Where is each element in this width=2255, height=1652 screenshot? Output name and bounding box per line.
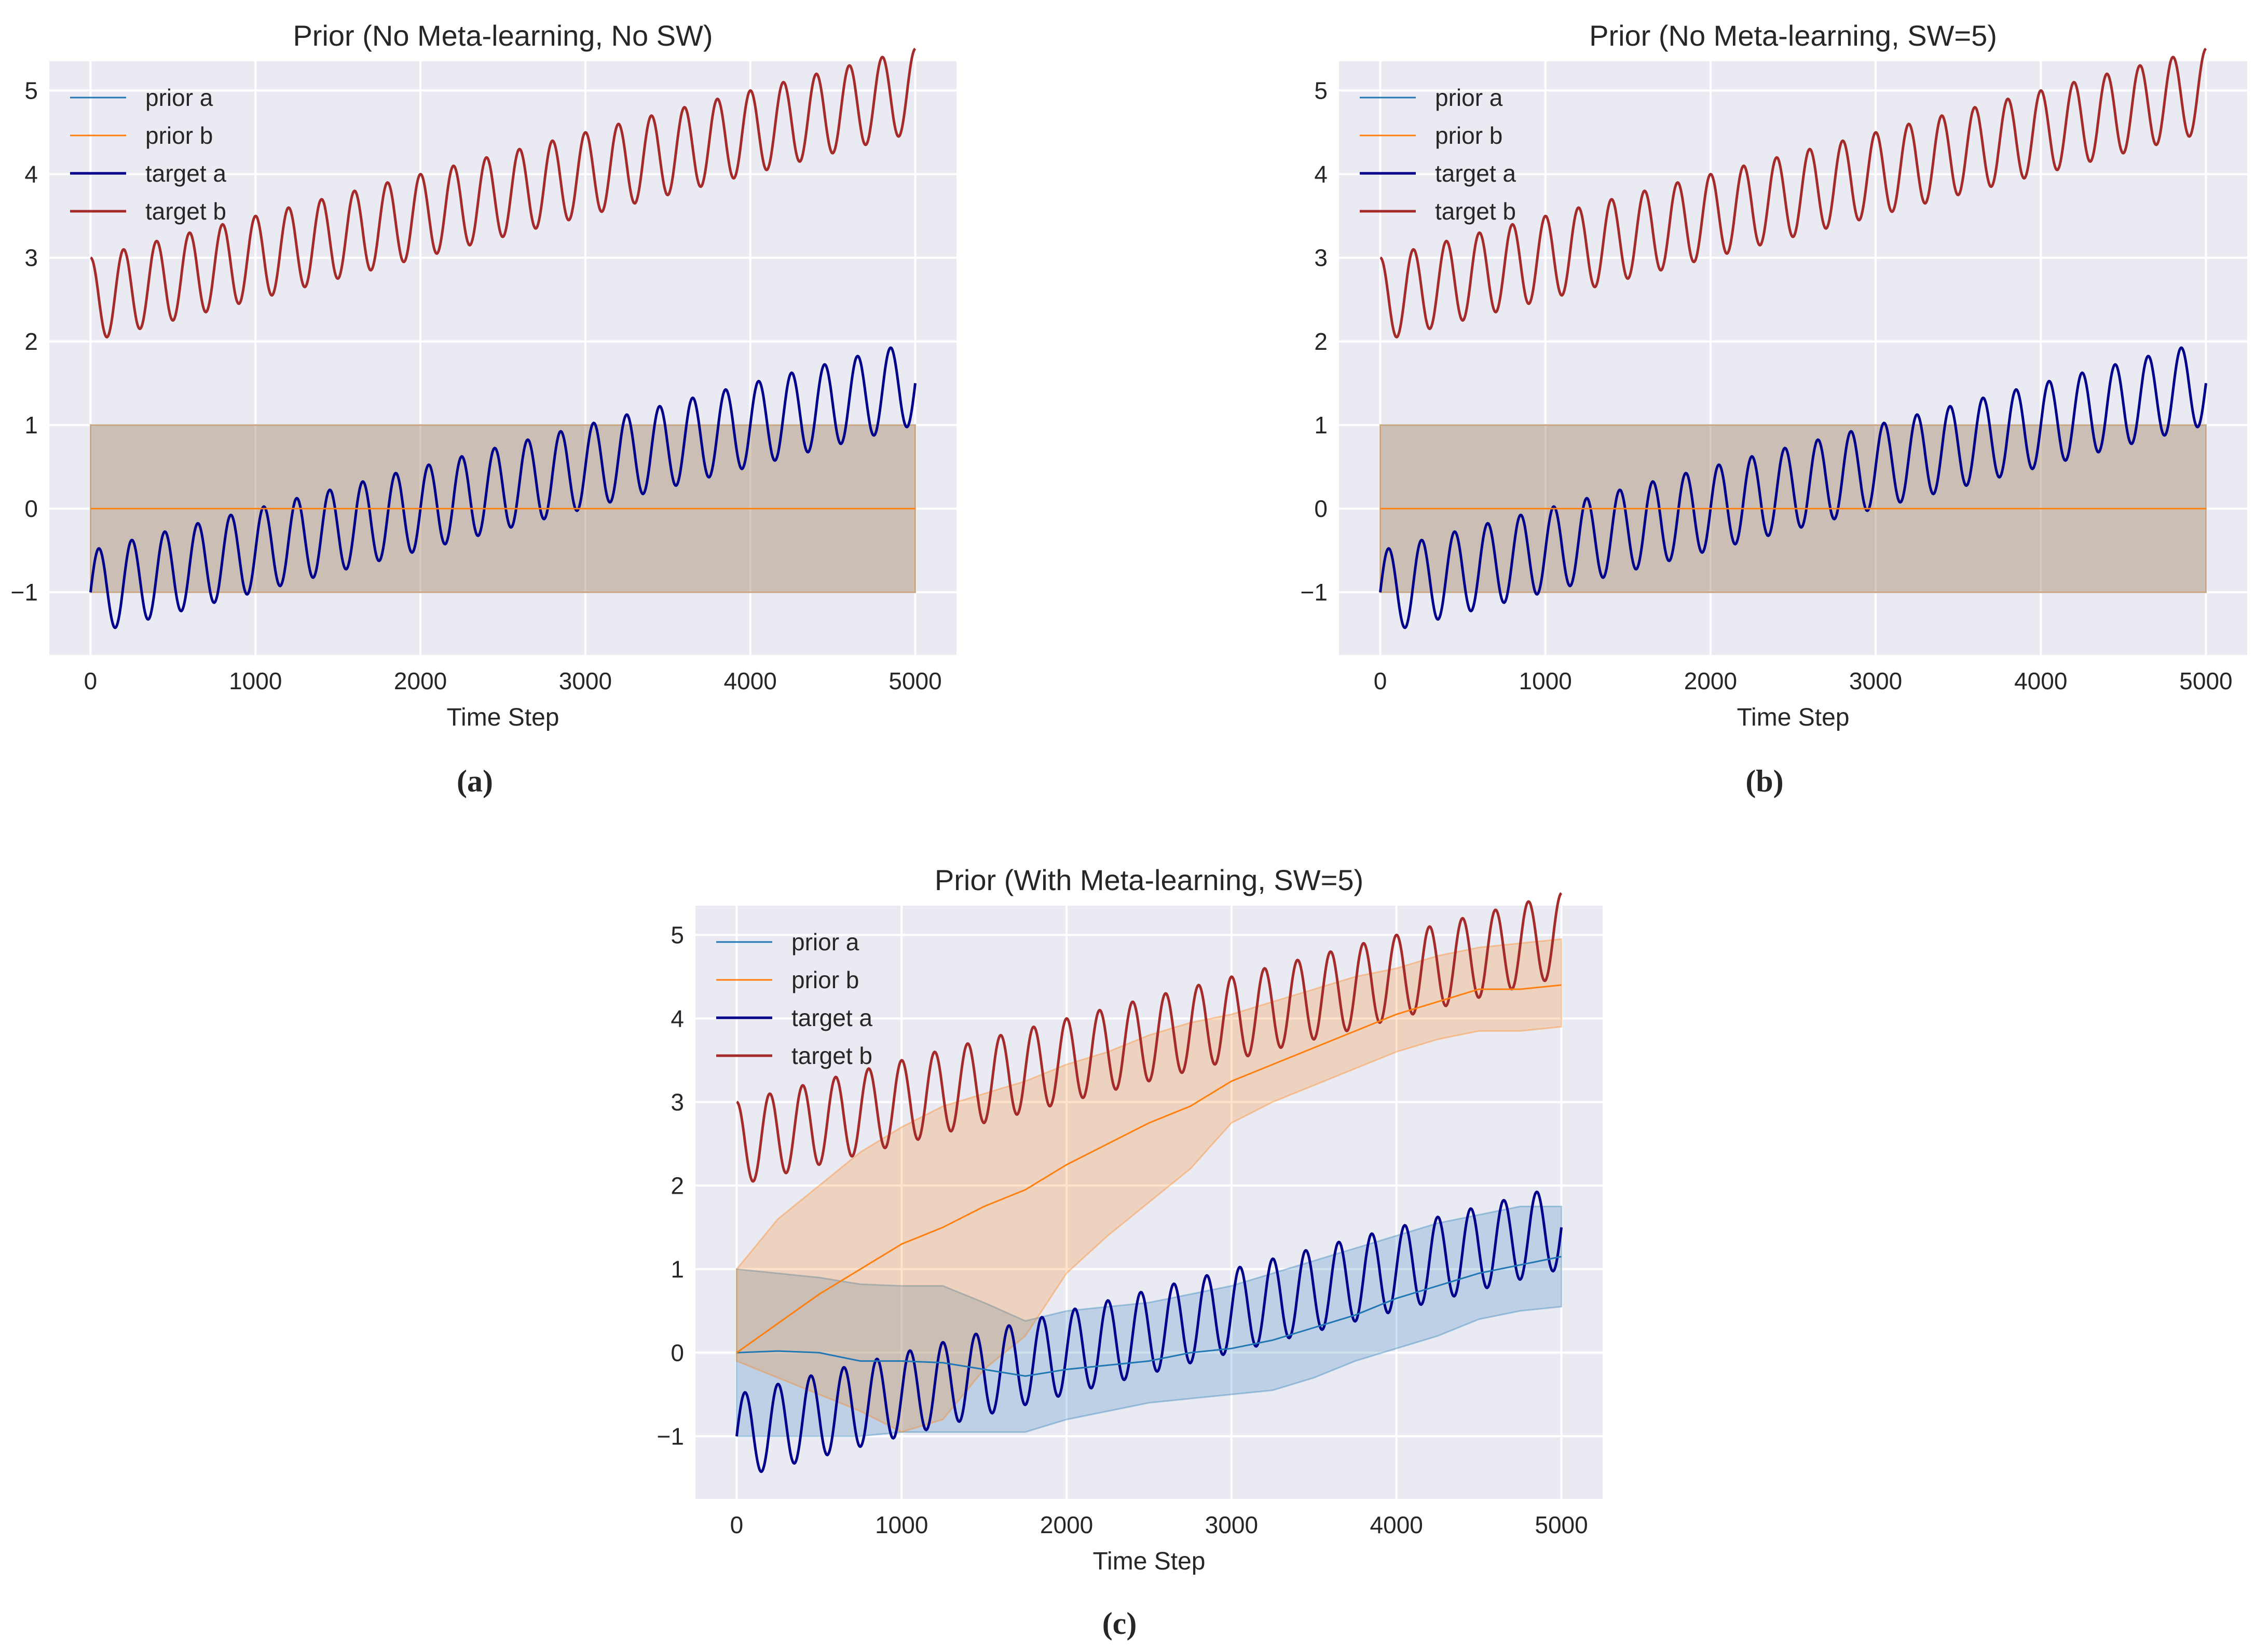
- prior-band-prior-a: [736, 1206, 1562, 1437]
- legend-label: prior a: [791, 929, 859, 955]
- legend-label: prior a: [1435, 84, 1503, 111]
- x-tick-label: 5000: [2179, 667, 2232, 694]
- series-line-target-a: [1379, 346, 2207, 630]
- legend-label: target a: [791, 1004, 872, 1031]
- legend-label: target a: [145, 160, 226, 187]
- y-tick-label: −1: [11, 579, 38, 606]
- plot-area: [695, 906, 1603, 1499]
- y-tick-label: 5: [24, 77, 38, 104]
- x-tick-label: 3000: [1205, 1511, 1258, 1538]
- plot-area: [49, 61, 956, 655]
- panel-label-c: (c): [1102, 1606, 1137, 1641]
- x-tick-label: 1000: [1519, 667, 1572, 694]
- series-line-target-a: [735, 1190, 1563, 1473]
- y-tick-label: 1: [671, 1255, 684, 1282]
- legend-label: prior b: [1435, 122, 1502, 149]
- legend-label: target b: [145, 198, 226, 225]
- plot-area: [1339, 61, 2247, 655]
- panel-b: 0 1000 2000 3000 4000 5000 −1 0 1 2 3 4 5 Prior (No M…: [1301, 19, 2247, 731]
- x-tick-label: 0: [84, 667, 98, 694]
- y-tick-label: 4: [1314, 161, 1328, 188]
- y-tick-label: 5: [671, 921, 684, 948]
- x-tick-label: 3000: [559, 667, 612, 694]
- x-tick-label: 4000: [724, 667, 777, 694]
- y-tick-label: 3: [1314, 244, 1328, 271]
- legend-label: target a: [1435, 160, 1516, 187]
- x-tick-label: 0: [730, 1511, 744, 1538]
- legend-label: prior a: [145, 84, 213, 111]
- legend-label: target b: [1435, 198, 1516, 225]
- x-axis-label: Time Step: [1737, 704, 1850, 731]
- x-tick-label: 2000: [1684, 667, 1737, 694]
- legend-label: prior b: [145, 122, 213, 149]
- x-tick-label: 2000: [1040, 1511, 1093, 1538]
- x-axis-label: Time Step: [1093, 1548, 1206, 1575]
- series-line-target-b: [736, 892, 1563, 1183]
- y-tick-label: 3: [671, 1088, 684, 1115]
- x-tick-label: 2000: [394, 667, 447, 694]
- y-tick-label: 4: [671, 1005, 684, 1032]
- y-tick-label: 0: [24, 495, 38, 522]
- x-tick-label: 4000: [1370, 1511, 1423, 1538]
- y-tick-label: 2: [24, 328, 38, 355]
- panel-c: 0 1000 2000 3000 4000 5000 −1 0 1 2 3 4 5 Prior (With…: [657, 864, 1603, 1575]
- panel-label-b: (b): [1745, 764, 1783, 798]
- series-line-prior-a: [736, 1255, 1562, 1377]
- series-line-target-b: [1379, 47, 2207, 339]
- y-tick-label: 5: [1314, 77, 1328, 104]
- x-axis-label: Time Step: [447, 704, 559, 731]
- y-tick-label: 2: [1314, 328, 1328, 355]
- x-tick-label: 0: [1374, 667, 1387, 694]
- panel-a: 0 1000 2000 3000 4000 5000 −1 0 1 2 3 4 5 Prior (No M…: [11, 19, 956, 731]
- x-tick-label: 1000: [229, 667, 282, 694]
- panel-label-a: (a): [457, 764, 493, 798]
- x-tick-label: 4000: [2014, 667, 2067, 694]
- y-tick-label: −1: [657, 1423, 684, 1450]
- x-tick-label: 3000: [1849, 667, 1902, 694]
- legend-label: prior b: [791, 966, 859, 993]
- y-tick-label: 3: [24, 244, 38, 271]
- x-tick-label: 1000: [875, 1511, 928, 1538]
- chart-title: Prior (No Meta-learning, No SW): [293, 19, 713, 52]
- y-tick-label: −1: [1301, 579, 1328, 606]
- y-tick-label: 1: [24, 412, 38, 439]
- y-tick-label: 1: [1314, 412, 1328, 439]
- y-tick-label: 0: [1314, 495, 1328, 522]
- series-line-target-a: [89, 346, 917, 630]
- series-line-prior-b: [736, 984, 1562, 1354]
- series-line-target-b: [90, 47, 917, 339]
- legend-label: target b: [791, 1042, 872, 1069]
- y-tick-label: 4: [24, 161, 38, 188]
- chart-title: Prior (With Meta-learning, SW=5): [935, 864, 1363, 896]
- y-tick-label: 0: [671, 1339, 684, 1366]
- x-tick-label: 5000: [889, 667, 941, 694]
- chart-title: Prior (No Meta-learning, SW=5): [1589, 19, 1997, 52]
- x-tick-label: 5000: [1535, 1511, 1588, 1538]
- y-tick-label: 2: [671, 1172, 684, 1199]
